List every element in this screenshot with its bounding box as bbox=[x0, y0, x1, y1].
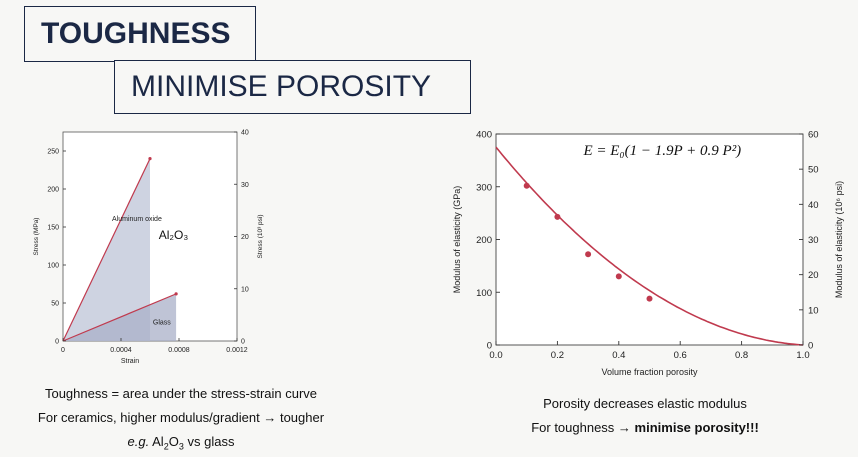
equation-label: E = E₀(1 − 1.9P + 0.9 P²) bbox=[582, 143, 741, 159]
conclusion-prefix: For toughness → bbox=[531, 420, 631, 435]
y2-tick-label: 0 bbox=[241, 339, 245, 346]
alumina-curve bbox=[62, 158, 151, 342]
glass-curve bbox=[62, 293, 177, 342]
y-tick-label: 400 bbox=[476, 130, 492, 141]
y2-tick-label: 40 bbox=[808, 200, 819, 211]
data-point bbox=[523, 182, 530, 189]
slide-subtitle: MINIMISE POROSITY bbox=[114, 60, 471, 114]
conclusion-bold: minimise porosity!!! bbox=[634, 420, 759, 435]
y-tick-label: 150 bbox=[47, 225, 59, 232]
y2-tick-label: 10 bbox=[241, 286, 249, 293]
y2-axis-label: Modulus of elasticity (10⁶ psi) bbox=[834, 181, 844, 298]
x-tick-label: 0.0008 bbox=[168, 347, 190, 354]
y-tick-label: 100 bbox=[476, 288, 492, 299]
x-tick-label: 0.0012 bbox=[226, 347, 248, 354]
y-axis-label: Stress (MPa) bbox=[33, 218, 40, 256]
x-tick-label: 1.0 bbox=[796, 350, 809, 361]
y-axis-label: Modulus of elasticity (GPa) bbox=[452, 186, 462, 294]
y2-tick-label: 40 bbox=[241, 130, 249, 137]
y2-tick-label: 30 bbox=[808, 235, 819, 246]
plot-frame bbox=[495, 133, 804, 346]
alumina-label: Aluminum oxide bbox=[112, 216, 162, 223]
toughness-definition: Toughness = area under the stress-strain… bbox=[44, 386, 318, 401]
data-point bbox=[554, 213, 561, 220]
modulus-porosity-chart: 0.0 0.2 0.4 0.6 0.8 1.00100200300400010203040… bbox=[452, 130, 844, 378]
y-tick-label: 0 bbox=[487, 341, 492, 352]
x-tick-label: 0.0004 bbox=[110, 347, 132, 354]
slide-title: TOUGHNESS bbox=[24, 6, 256, 62]
al2o3-label: Al₂O₃ bbox=[159, 228, 189, 242]
data-point bbox=[646, 295, 653, 302]
x-tick-label: 0.0 bbox=[489, 350, 502, 361]
y2-tick-label: 0 bbox=[808, 341, 813, 352]
y-tick-label: 50 bbox=[51, 301, 59, 308]
y-tick-label: 300 bbox=[476, 182, 492, 193]
y-tick-label: 200 bbox=[476, 235, 492, 246]
example-prefix: e.g. bbox=[127, 434, 150, 449]
data-point bbox=[615, 273, 622, 280]
x-tick-label: 0.4 bbox=[612, 350, 625, 361]
y2-tick-label: 60 bbox=[808, 130, 819, 141]
y-tick-label: 0 bbox=[55, 339, 59, 346]
x-tick-label: 0 bbox=[61, 347, 65, 354]
y-tick-label: 200 bbox=[47, 187, 59, 194]
example-rest: vs glass bbox=[187, 434, 235, 449]
toughness-conclusion: For toughness → minimise porosity!!! bbox=[470, 420, 820, 435]
y2-tick-label: 50 bbox=[808, 165, 819, 176]
y2-tick-label: 30 bbox=[241, 182, 249, 189]
y2-tick-label: 20 bbox=[241, 234, 249, 241]
ceramics-note: For ceramics, higher modulus/gradient → … bbox=[37, 410, 325, 425]
data-point bbox=[585, 251, 592, 258]
y-tick-label: 100 bbox=[47, 263, 59, 270]
y2-tick-label: 20 bbox=[808, 270, 819, 281]
alumina-curve-end bbox=[148, 157, 152, 161]
x-tick-label: 0.2 bbox=[551, 350, 564, 361]
x-axis-label: Volume fraction porosity bbox=[601, 367, 698, 377]
y-tick-label: 250 bbox=[47, 149, 59, 156]
glass-curve-end bbox=[174, 292, 178, 296]
y2-axis-label: Stress (10³ psi) bbox=[257, 214, 264, 258]
x-tick-label: 0.6 bbox=[674, 350, 687, 361]
example-note: e.g. Al2O3 vs glass bbox=[127, 434, 235, 452]
glass-label: Glass bbox=[153, 319, 171, 326]
stress-strain-chart: 0 0.0004 0.0008 0.0012050100150200250010203… bbox=[33, 130, 264, 366]
porosity-note: Porosity decreases elastic modulus bbox=[543, 396, 747, 411]
fit-curve bbox=[495, 146, 804, 346]
x-axis-label: Strain bbox=[121, 358, 139, 365]
x-tick-label: 0.8 bbox=[735, 350, 748, 361]
y2-tick-label: 10 bbox=[808, 305, 819, 316]
